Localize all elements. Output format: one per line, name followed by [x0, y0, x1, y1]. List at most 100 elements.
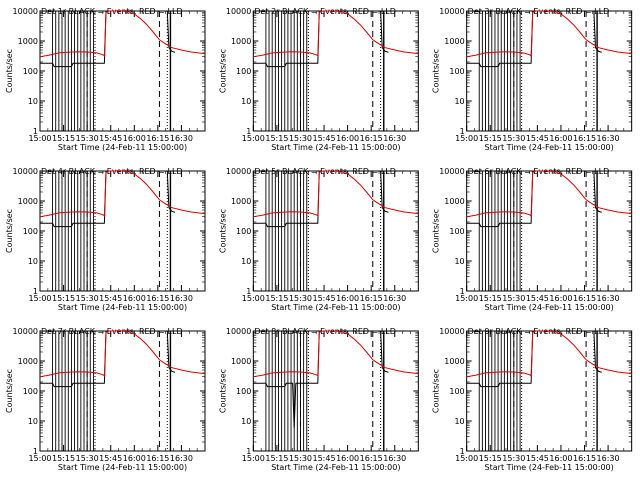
y-tick-label: 10000 [226, 7, 251, 16]
y-axis-label: Counts/sec [5, 209, 14, 253]
x-tick-label: 16:00 [123, 454, 146, 463]
x-tick-label: 15:45 [313, 294, 336, 303]
x-tick-label: 16:30 [383, 134, 406, 143]
y-axis-label: Counts/sec [432, 209, 441, 253]
lld-series-line [253, 170, 419, 218]
x-tick-label: 15:30 [289, 134, 312, 143]
x-tick-label: 16:00 [549, 134, 572, 143]
y-tick-label: 10000 [439, 7, 464, 16]
y-tick-label: 10000 [13, 7, 38, 16]
x-tick-label: 16:00 [336, 134, 359, 143]
x-tick-label: 15:00 [28, 454, 51, 463]
y-tick-label: 10 [454, 97, 464, 106]
x-tick-label: 16:15 [360, 294, 383, 303]
x-tick-label: 16:15 [360, 454, 383, 463]
y-tick-label: 1 [33, 127, 38, 136]
y-tick-label: 10 [241, 417, 251, 426]
x-tick-label: 15:15 [265, 134, 288, 143]
x-tick-label: 15:15 [265, 454, 288, 463]
y-tick-label: 1 [246, 287, 251, 296]
x-tick-label: 15:00 [455, 134, 478, 143]
x-tick-label: 16:15 [573, 454, 596, 463]
lld-series-line [253, 10, 419, 58]
y-tick-label: 10 [241, 257, 251, 266]
y-tick-label: 10000 [439, 167, 464, 176]
lld-series-line [466, 10, 632, 58]
x-tick-label: 15:45 [99, 134, 122, 143]
x-tick-label: 15:15 [479, 134, 502, 143]
x-tick-label: 16:00 [549, 294, 572, 303]
y-tick-label: 100 [23, 227, 38, 236]
x-tick-label: 15:15 [479, 454, 502, 463]
x-tick-label: 15:30 [76, 454, 99, 463]
x-tick-label: 16:00 [549, 454, 572, 463]
y-tick-label: 1000 [18, 197, 38, 206]
y-axis-label: Counts/sec [218, 49, 227, 93]
x-tick-label: 16:30 [597, 454, 620, 463]
x-tick-label: 16:00 [336, 294, 359, 303]
x-tick-label: 15:00 [28, 134, 51, 143]
x-tick-label: 16:00 [123, 134, 146, 143]
x-axis-label: Start Time (24-Feb-11 15:00:00) [58, 303, 187, 312]
x-tick-label: 15:45 [99, 454, 122, 463]
y-tick-label: 100 [449, 227, 464, 236]
x-tick-label: 15:00 [455, 294, 478, 303]
y-tick-label: 10 [28, 257, 38, 266]
x-tick-label: 15:30 [289, 454, 312, 463]
x-tick-label: 16:30 [383, 294, 406, 303]
y-axis-label: Counts/sec [218, 369, 227, 413]
events-series-line [466, 170, 602, 228]
y-axis-label: Counts/sec [432, 49, 441, 93]
x-tick-label: 16:15 [146, 454, 169, 463]
x-tick-label: 16:00 [123, 294, 146, 303]
y-tick-label: 10 [454, 257, 464, 266]
y-tick-label: 1000 [444, 197, 464, 206]
x-axis-label: Start Time (24-Feb-11 15:00:00) [58, 143, 187, 152]
x-tick-label: 16:30 [170, 294, 193, 303]
y-tick-label: 10 [28, 417, 38, 426]
y-axis-label: Counts/sec [432, 369, 441, 413]
y-tick-label: 10 [454, 417, 464, 426]
x-tick-label: 15:15 [52, 454, 75, 463]
x-tick-label: 15:15 [265, 294, 288, 303]
y-tick-label: 100 [236, 227, 251, 236]
x-tick-label: 15:00 [242, 294, 265, 303]
y-tick-label: 1000 [231, 197, 251, 206]
x-tick-label: 16:30 [170, 134, 193, 143]
panel-det-9r: Det 9r BLACK = Events, RED = LLD11010010… [432, 327, 633, 472]
y-tick-label: 10000 [13, 327, 38, 336]
x-axis-label: Start Time (24-Feb-11 15:00:00) [271, 143, 400, 152]
x-tick-label: 15:45 [313, 134, 336, 143]
x-axis-label: Start Time (24-Feb-11 15:00:00) [485, 143, 614, 152]
x-tick-label: 15:00 [242, 134, 265, 143]
y-tick-label: 1 [460, 447, 465, 456]
x-tick-label: 15:30 [76, 134, 99, 143]
x-tick-label: 15:45 [99, 294, 122, 303]
x-tick-label: 15:00 [242, 454, 265, 463]
y-tick-label: 10000 [439, 327, 464, 336]
lld-series-line [253, 330, 419, 378]
events-series-line [253, 330, 389, 428]
x-tick-label: 15:45 [526, 134, 549, 143]
y-tick-label: 1000 [444, 37, 464, 46]
y-axis-label: Counts/sec [5, 369, 14, 413]
y-tick-label: 100 [23, 67, 38, 76]
x-tick-label: 15:45 [313, 454, 336, 463]
y-tick-label: 1 [460, 287, 465, 296]
lld-series-line [39, 10, 206, 58]
lld-series-line [466, 170, 632, 218]
x-tick-label: 16:30 [597, 294, 620, 303]
x-tick-label: 15:30 [289, 294, 312, 303]
x-axis-label: Start Time (24-Feb-11 15:00:00) [485, 463, 614, 472]
y-tick-label: 100 [236, 67, 251, 76]
x-tick-label: 16:15 [146, 134, 169, 143]
x-axis-label: Start Time (24-Feb-11 15:00:00) [271, 303, 400, 312]
y-tick-label: 10000 [13, 167, 38, 176]
panel-det-8r: Det 8r BLACK = Events, RED = LLD11010010… [218, 327, 419, 472]
events-series-line [466, 330, 602, 388]
x-tick-label: 16:00 [336, 454, 359, 463]
y-tick-label: 1000 [231, 357, 251, 366]
x-tick-label: 15:15 [52, 294, 75, 303]
x-tick-label: 15:30 [502, 134, 525, 143]
